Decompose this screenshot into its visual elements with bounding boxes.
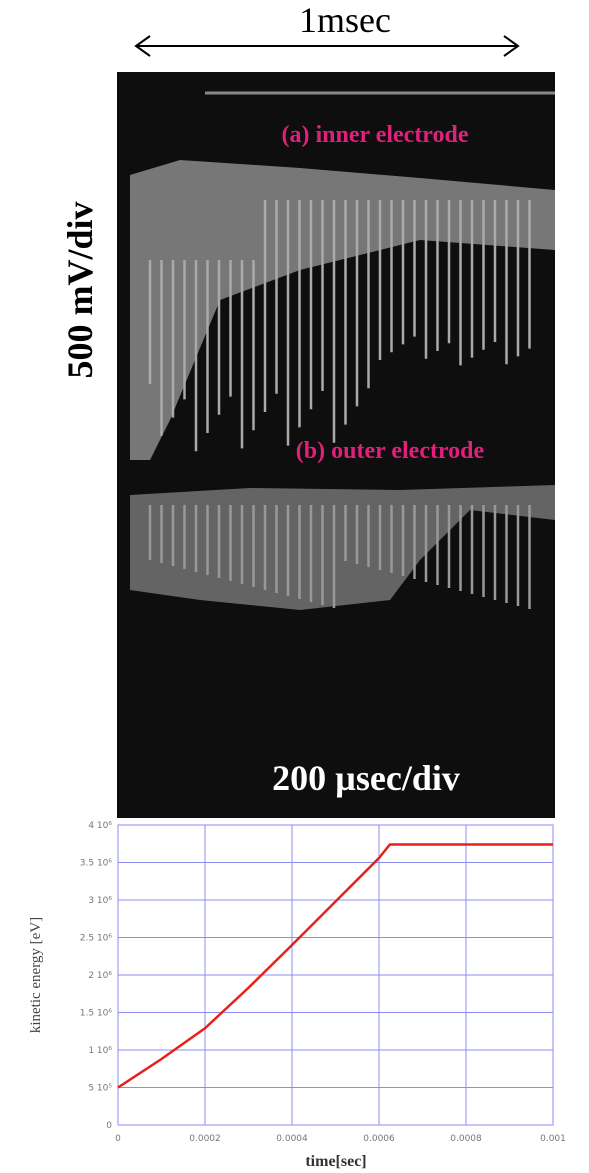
energy-chart: kinetic energy [eV] time[sec] 0 5 10⁵ 1 10… <box>28 821 566 1170</box>
y-tick-label: 2.5 10⁶ <box>80 934 113 944</box>
x-scale-label: 200 µsec/div <box>272 758 460 798</box>
y-axis-label: kinetic energy [eV] <box>28 917 44 1033</box>
y-tick-label: 5 10⁵ <box>88 1084 112 1094</box>
x-tick-label: 0.001 <box>540 1134 566 1144</box>
y-tick-label: 0 <box>106 1121 112 1131</box>
y-tick-label: 4 10⁶ <box>88 821 112 831</box>
y-scale-label: 500 mV/div <box>60 201 100 378</box>
x-tick-label: 0.0002 <box>189 1134 221 1144</box>
x-tick-label: 0.0008 <box>450 1134 482 1144</box>
page: {"scope": {"span_label": "1msec", "trace… <box>0 0 589 1173</box>
trace-b-label: (b) outer electrode <box>296 438 485 464</box>
x-tick-label: 0 <box>115 1134 121 1144</box>
span-label: 1msec <box>299 0 391 40</box>
y-tick-label: 3.5 10⁶ <box>80 859 113 869</box>
trace-a-label: (a) inner electrode <box>281 122 468 148</box>
x-tick-label: 0.0004 <box>276 1134 308 1144</box>
y-tick-label: 2 10⁶ <box>88 971 112 981</box>
figure: 1msec (a) inner electrode (b) outer elec… <box>0 0 589 1173</box>
x-axis-label: time[sec] <box>305 1153 366 1170</box>
y-tick-label: 3 10⁶ <box>88 896 112 906</box>
y-tick-label: 1.5 10⁶ <box>80 1009 113 1019</box>
x-tick-label: 0.0006 <box>363 1134 395 1144</box>
y-tick-label: 1 10⁶ <box>88 1046 112 1056</box>
